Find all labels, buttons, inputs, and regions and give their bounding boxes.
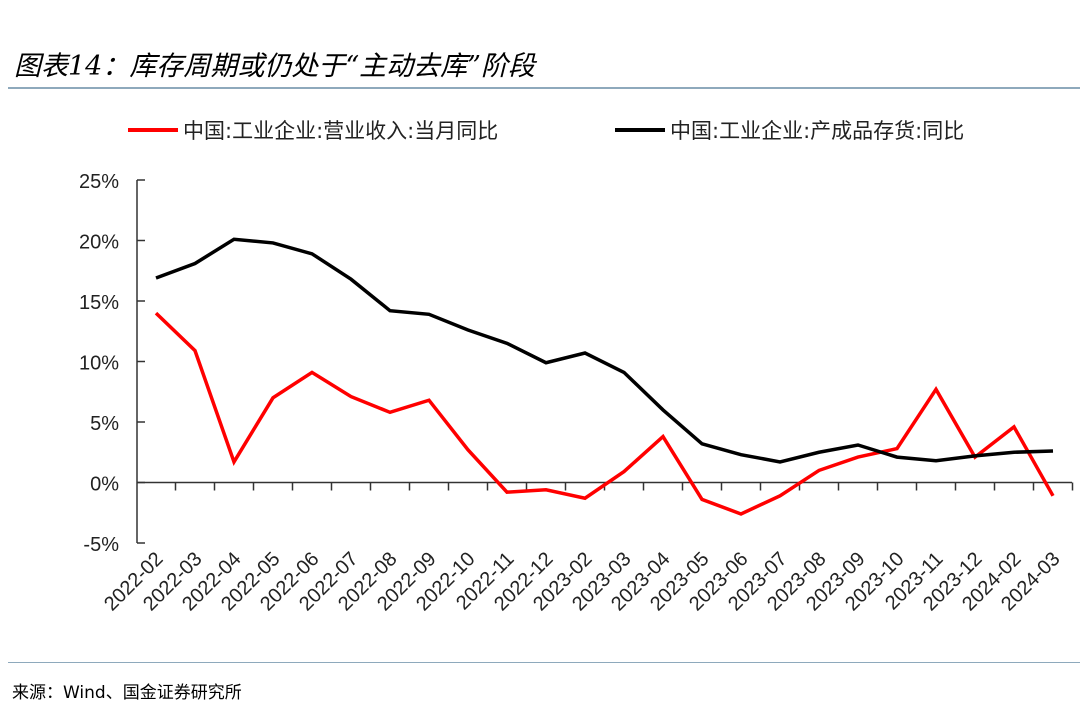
y-tick-label: 5%: [90, 413, 119, 435]
y-tick-label: -5%: [83, 534, 119, 556]
source-note: 来源：Wind、国金证券研究所: [12, 683, 242, 703]
series-line-0: [154, 311, 1055, 516]
footer-divider: [8, 662, 1080, 663]
legend-label-1: 中国:工业企业:产成品存货:同比: [670, 119, 964, 143]
y-tick-label: 20%: [79, 232, 119, 254]
series-line-1: [155, 237, 1054, 464]
y-tick-label: 10%: [79, 353, 119, 375]
y-tick-label: 0%: [90, 474, 119, 496]
title-divider: [8, 87, 1080, 89]
line-chart: -5%0%5%10%15%20%25%2022-022022-032022-04…: [79, 119, 1074, 615]
y-tick-label: 25%: [79, 171, 119, 193]
legend-label-0: 中国:工业企业:营业收入:当月同比: [183, 119, 498, 143]
chart-title: 图表14：库存周期或仍处于“主动去库”阶段: [14, 51, 535, 82]
y-tick-label: 15%: [79, 292, 119, 314]
